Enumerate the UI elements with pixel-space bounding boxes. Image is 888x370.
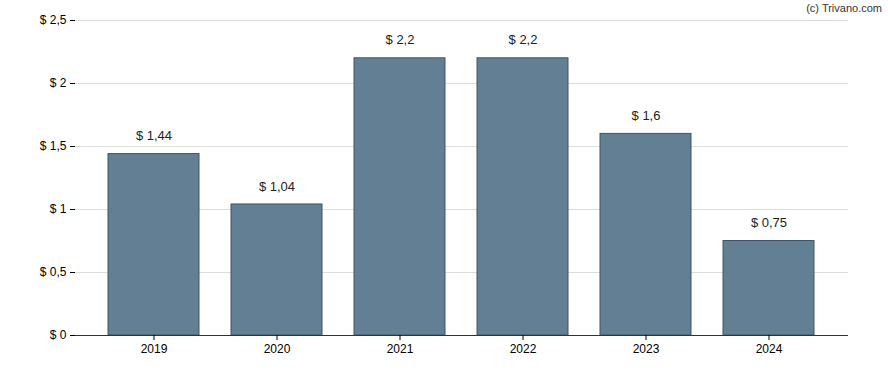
svg-text:$ 1,5: $ 1,5 — [40, 139, 67, 153]
svg-text:$ 1,6: $ 1,6 — [632, 108, 661, 123]
svg-text:$ 2,2: $ 2,2 — [386, 32, 415, 47]
svg-text:$ 1,04: $ 1,04 — [259, 179, 295, 194]
svg-text:$ 0: $ 0 — [50, 328, 67, 342]
html-text:(c) Trivano.com: (c) Trivano.com — [806, 2, 882, 14]
svg-text:2019: 2019 — [141, 342, 168, 356]
svg-text:$ 2,2: $ 2,2 — [509, 32, 538, 47]
svg-text:$ 0,5: $ 0,5 — [40, 265, 67, 279]
svg-text:2024: 2024 — [756, 342, 783, 356]
svg-text:$ 1,44: $ 1,44 — [136, 128, 172, 143]
svg-text:2023: 2023 — [633, 342, 660, 356]
svg-text:2020: 2020 — [264, 342, 291, 356]
svg-text:2022: 2022 — [510, 342, 537, 356]
svg-text:2021: 2021 — [387, 342, 414, 356]
svg-text:$ 1: $ 1 — [50, 202, 67, 216]
svg-text:$ 0,75: $ 0,75 — [751, 215, 787, 230]
svg-text:$ 2,5: $ 2,5 — [40, 13, 67, 27]
svg-text:$ 2: $ 2 — [50, 76, 67, 90]
